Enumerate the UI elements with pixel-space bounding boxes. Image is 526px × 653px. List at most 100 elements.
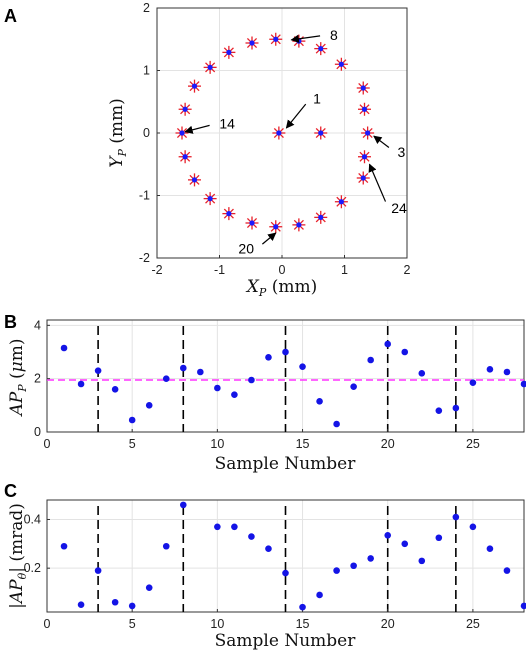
data-point <box>401 348 409 356</box>
x-tick-label: 10 <box>210 437 224 451</box>
marker-dot <box>273 224 279 230</box>
marker-dot <box>191 83 198 89</box>
marker-dot <box>179 130 185 136</box>
x-tick-label: 1 <box>341 263 348 277</box>
data-point <box>248 376 255 384</box>
data-point <box>350 383 357 390</box>
data-point <box>282 569 289 577</box>
marker-dot <box>296 222 302 228</box>
data-point <box>269 32 283 46</box>
x-tick-label: 20 <box>381 437 395 451</box>
data-point <box>265 545 272 552</box>
data-point <box>111 386 119 393</box>
x-tick-label: 0 <box>279 263 286 277</box>
x-tick-label: 0 <box>44 437 51 451</box>
data-point <box>503 567 511 574</box>
scatter-plot-b: 0 5 10 15 20 25 0 2 4 Sample Number APP (μm) <box>7 318 526 474</box>
annotation-label: 8 <box>330 27 338 43</box>
data-point <box>178 102 192 116</box>
data-point <box>128 602 136 610</box>
x-axis-label-b: Sample Number <box>215 454 357 474</box>
data-point <box>214 384 221 392</box>
x-tick-label: 15 <box>296 437 310 451</box>
data-point <box>292 34 306 48</box>
data-point <box>94 567 102 574</box>
data-point <box>520 602 526 610</box>
data-point <box>77 380 85 388</box>
data-point <box>314 210 328 224</box>
marker-dot <box>276 130 282 136</box>
data-point <box>486 366 494 373</box>
y-tick-label: 0 <box>34 425 41 439</box>
data-point <box>469 379 477 386</box>
data-point <box>179 364 187 372</box>
marker-dot <box>338 199 344 205</box>
marker-dot <box>318 130 324 136</box>
data-point <box>503 368 511 376</box>
y-tick-label: -2 <box>139 251 150 265</box>
data-point <box>358 102 371 116</box>
y-axis-label-c: |APθ| (mrad) <box>7 503 29 609</box>
marker-dot <box>207 196 213 202</box>
x-tick-label: 10 <box>210 617 224 631</box>
y-tick-label: 1 <box>143 64 150 78</box>
data-point <box>145 402 153 409</box>
data-point <box>333 567 340 574</box>
x-tick-label: 0 <box>44 617 51 631</box>
panel-letter-a: A <box>4 6 17 26</box>
data-point <box>316 398 323 405</box>
data-point <box>245 216 259 230</box>
annotation-arrow <box>184 124 210 134</box>
marker-dot <box>338 61 344 67</box>
marker-dot <box>360 85 366 91</box>
x-tick-label: 5 <box>129 437 136 451</box>
y-tick-label: 0.2 <box>24 561 41 575</box>
data-point <box>358 150 371 164</box>
data-point <box>367 356 374 364</box>
annotation-label: 1 <box>313 91 321 107</box>
scatter-plot-a: -2 -1 0 1 2 -2 -1 0 1 2 1 8 14 3 24 20 XP (mm) YP (mm) <box>107 1 411 299</box>
annotation: 3 <box>373 135 406 160</box>
annotation-label: 3 <box>398 144 406 160</box>
x-tick-label: 5 <box>129 617 136 631</box>
data-point <box>333 420 340 428</box>
annotation-arrow <box>368 163 387 202</box>
marker-dot <box>361 106 368 112</box>
marker-dot <box>361 154 368 160</box>
data-point <box>435 534 443 542</box>
data-point <box>60 542 68 550</box>
marker-dot <box>182 106 188 112</box>
data-point <box>179 501 187 509</box>
marker-dot <box>226 49 232 55</box>
annotation: 1 <box>285 91 321 129</box>
data-point <box>60 344 68 352</box>
marker-dot <box>207 64 213 70</box>
data-point <box>197 368 204 376</box>
data-point <box>178 150 192 164</box>
scatter-plot-c: 0 5 10 15 20 25 0.2 0.4 Sample Number |APθ| (mr… <box>7 499 526 651</box>
data-point <box>356 171 370 185</box>
annotation-label: 24 <box>391 200 407 216</box>
y-tick-label: 2 <box>143 1 150 15</box>
data-point <box>162 542 170 550</box>
data-point <box>356 81 370 95</box>
data-point <box>231 391 238 398</box>
data-point <box>469 523 477 531</box>
annotation-arrow <box>285 103 307 129</box>
annotation-label: 14 <box>219 116 235 132</box>
annotation-arrow <box>290 34 321 43</box>
data-point <box>269 220 283 234</box>
data-point <box>361 126 375 140</box>
marker-dot <box>360 175 366 181</box>
marker-dot <box>191 177 198 183</box>
x-tick-label: 20 <box>381 617 395 631</box>
data-point <box>314 42 328 56</box>
data-point <box>94 367 102 374</box>
data-point <box>282 348 289 356</box>
marker-dot <box>249 40 255 46</box>
x-axis-label-c: Sample Number <box>215 631 357 651</box>
data-point <box>175 126 189 140</box>
data-point <box>334 57 348 71</box>
x-tick-label: 25 <box>466 437 480 451</box>
